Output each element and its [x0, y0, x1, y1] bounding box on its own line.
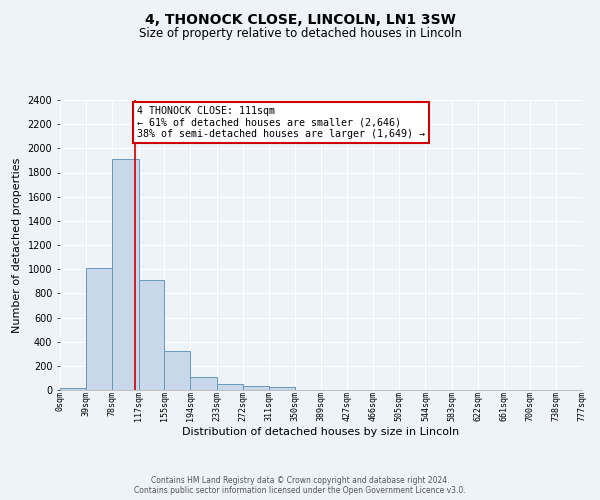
- Bar: [60, 388, 86, 390]
- Text: 4, THONOCK CLOSE, LINCOLN, LN1 3SW: 4, THONOCK CLOSE, LINCOLN, LN1 3SW: [145, 12, 455, 26]
- Bar: [139, 280, 164, 390]
- Y-axis label: Number of detached properties: Number of detached properties: [12, 158, 22, 332]
- Bar: [217, 384, 243, 390]
- Text: Size of property relative to detached houses in Lincoln: Size of property relative to detached ho…: [139, 28, 461, 40]
- Text: Contains HM Land Registry data © Crown copyright and database right 2024.
Contai: Contains HM Land Registry data © Crown c…: [134, 476, 466, 495]
- Bar: [112, 159, 139, 390]
- Text: 4 THONOCK CLOSE: 111sqm
← 61% of detached houses are smaller (2,646)
38% of semi: 4 THONOCK CLOSE: 111sqm ← 61% of detache…: [137, 106, 425, 139]
- Bar: [190, 376, 217, 390]
- Bar: [164, 352, 190, 390]
- Bar: [86, 268, 112, 390]
- Bar: [269, 387, 295, 390]
- Bar: [243, 386, 269, 390]
- X-axis label: Distribution of detached houses by size in Lincoln: Distribution of detached houses by size …: [182, 427, 460, 437]
